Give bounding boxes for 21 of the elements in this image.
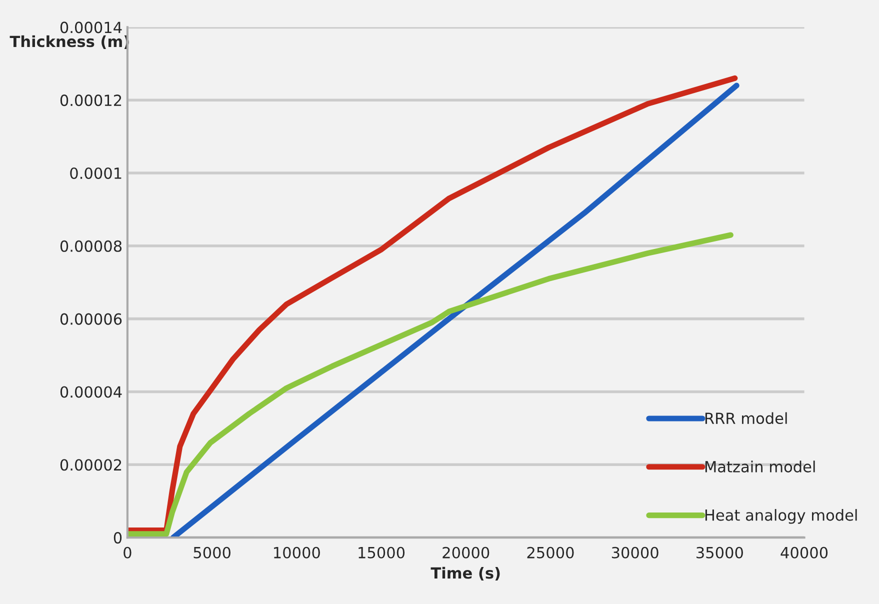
y-tick-label: 0 — [114, 532, 122, 544]
legend-label: Matzain model — [705, 460, 815, 472]
x-axis-title: Time (s) — [430, 566, 500, 581]
y-tick-label: 0.00006 — [60, 313, 122, 325]
x-tick-label: 5000 — [194, 546, 230, 558]
y-tick-label: 0.0001 — [70, 167, 122, 180]
x-tick-label: 35000 — [696, 546, 743, 558]
y-tick-label: 0.00002 — [60, 459, 122, 471]
legend-label: RRR model — [705, 412, 787, 424]
x-tick-label: 0 — [124, 546, 132, 558]
y-tick-label: 0.00008 — [60, 240, 122, 252]
x-tick-label: 20000 — [442, 546, 490, 558]
x-tick-label: 10000 — [274, 546, 320, 558]
x-tick-label: 15000 — [358, 546, 405, 558]
y-tick-label: 0.00004 — [60, 386, 122, 398]
y-tick-label: 0.00012 — [60, 94, 122, 106]
legend-label: Heat analogy model — [705, 509, 857, 524]
x-tick-label: 40000 — [780, 546, 828, 558]
y-tick-label: 0.00014 — [60, 22, 122, 34]
x-tick-label: 25000 — [527, 546, 574, 558]
x-tick-label: 30000 — [612, 546, 658, 558]
